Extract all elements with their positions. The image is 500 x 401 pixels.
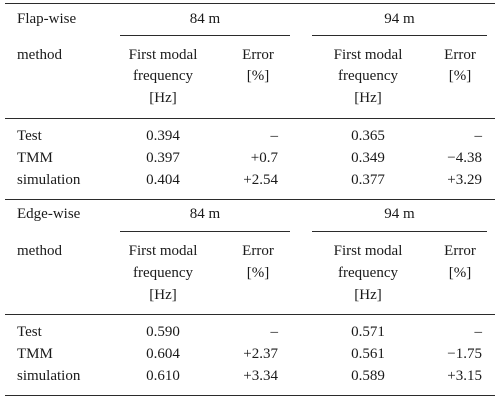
table-cell-error-84: +0.7 bbox=[250, 150, 278, 166]
error-header-line2: [%] bbox=[448, 68, 472, 84]
error-header-line2: [%] bbox=[246, 265, 270, 281]
table-cell-error-84: – bbox=[270, 324, 279, 340]
freq-header-line1: First modal bbox=[128, 243, 198, 259]
freq-header-line3: [Hz] bbox=[354, 287, 382, 303]
method-header: method bbox=[17, 243, 62, 259]
table-cell-error-94: +3.15 bbox=[447, 368, 482, 384]
freq-header-line1: First modal bbox=[333, 243, 403, 259]
freq-header-line3: [Hz] bbox=[149, 90, 177, 106]
error-header-line1: Error bbox=[444, 47, 476, 63]
bottom-rule bbox=[5, 395, 495, 396]
freq-header-line3: [Hz] bbox=[149, 287, 177, 303]
table-cell-error-84: +2.54 bbox=[243, 172, 278, 188]
section-label: Edge-wise bbox=[17, 206, 81, 222]
error-header-line1: Error bbox=[242, 243, 274, 259]
header-rule bbox=[5, 314, 495, 315]
table-cell-freq-94: 0.349 bbox=[351, 150, 385, 166]
table-cell-error-94: – bbox=[474, 128, 483, 144]
table-cell-freq-94: 0.589 bbox=[351, 368, 385, 384]
table-cell-freq-94: 0.561 bbox=[351, 346, 385, 362]
freq-header-line2: frequency bbox=[338, 68, 398, 84]
table-cell-freq-84: 0.610 bbox=[146, 368, 180, 384]
freq-header-line2: frequency bbox=[133, 68, 193, 84]
table-cell-error-84: – bbox=[270, 128, 279, 144]
error-header-line1: Error bbox=[444, 243, 476, 259]
section-label: Flap-wise bbox=[17, 11, 77, 27]
table-cell-error-84: +2.37 bbox=[243, 346, 278, 362]
group-header-84m: 84 m bbox=[189, 11, 221, 27]
error-header-line2: [%] bbox=[246, 68, 270, 84]
table-row-method: simulation bbox=[17, 172, 81, 188]
group-underline-84m bbox=[120, 231, 290, 232]
table-cell-freq-84: 0.397 bbox=[146, 150, 180, 166]
table-cell-freq-94: 0.365 bbox=[351, 128, 385, 144]
table-row-method: TMM bbox=[17, 346, 53, 362]
error-header-line1: Error bbox=[242, 47, 274, 63]
table-cell-freq-84: 0.604 bbox=[146, 346, 180, 362]
table-cell-error-84: +3.34 bbox=[243, 368, 278, 384]
method-header: method bbox=[17, 47, 62, 63]
header-rule bbox=[5, 118, 495, 119]
table-row-method: Test bbox=[17, 324, 42, 340]
table-cell-error-94: – bbox=[474, 324, 483, 340]
freq-header-line2: frequency bbox=[338, 265, 398, 281]
table-row-method: simulation bbox=[17, 368, 81, 384]
section-rule bbox=[5, 199, 495, 200]
group-underline-94m bbox=[312, 35, 487, 36]
table-cell-freq-94: 0.571 bbox=[351, 324, 385, 340]
top-rule bbox=[5, 3, 495, 4]
table-row-method: Test bbox=[17, 128, 42, 144]
group-header-84m: 84 m bbox=[189, 206, 221, 222]
group-header-94m: 94 m bbox=[384, 11, 415, 27]
table-cell-error-94: +3.29 bbox=[447, 172, 482, 188]
error-header-line2: [%] bbox=[448, 265, 472, 281]
group-header-94m: 94 m bbox=[384, 206, 415, 222]
table-cell-freq-94: 0.377 bbox=[351, 172, 385, 188]
table-cell-error-94: −4.38 bbox=[447, 150, 482, 166]
group-underline-84m bbox=[120, 35, 290, 36]
table-cell-freq-84: 0.404 bbox=[146, 172, 180, 188]
table-row-method: TMM bbox=[17, 150, 53, 166]
freq-header-line1: First modal bbox=[333, 47, 403, 63]
freq-header-line3: [Hz] bbox=[354, 90, 382, 106]
freq-header-line2: frequency bbox=[133, 265, 193, 281]
freq-header-line1: First modal bbox=[128, 47, 198, 63]
group-underline-94m bbox=[312, 231, 487, 232]
table-cell-freq-84: 0.394 bbox=[146, 128, 180, 144]
table-cell-error-94: −1.75 bbox=[447, 346, 482, 362]
table-cell-freq-84: 0.590 bbox=[146, 324, 180, 340]
